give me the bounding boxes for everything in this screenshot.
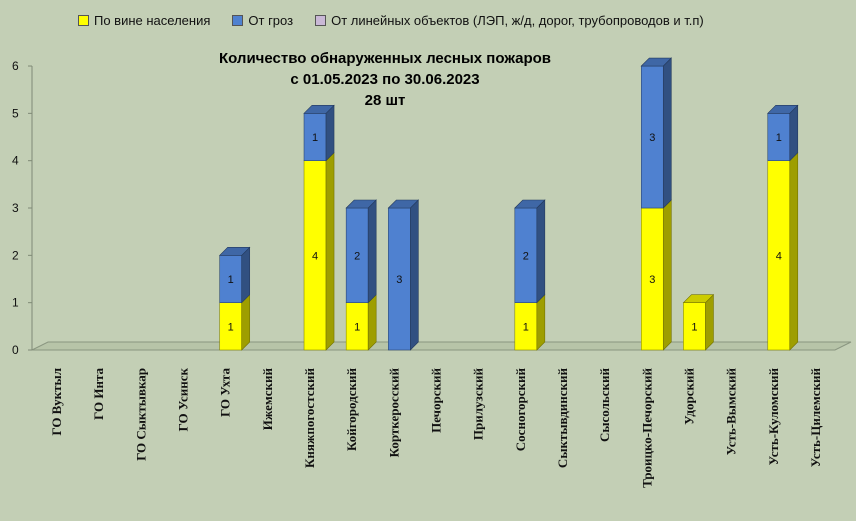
- chart-title-line-1: Количество обнаруженных лесных пожаров: [218, 50, 552, 67]
- y-tick-label: 0: [12, 343, 19, 357]
- bar-segment-top: [640, 57, 673, 67]
- bar-segment-side: [367, 199, 377, 304]
- bar-value-label: 1: [312, 132, 318, 144]
- y-tick-label: 2: [12, 248, 19, 262]
- bar-segment-side: [367, 293, 377, 351]
- category-label: Койгородский: [344, 368, 359, 452]
- bar-segment-side: [536, 293, 546, 351]
- category-label: Сысольский: [597, 367, 612, 442]
- y-tick-label: 5: [12, 106, 19, 120]
- category-label: Корткеросский: [386, 367, 401, 457]
- bar-value-label: 1: [354, 321, 360, 333]
- bar-segment-side: [410, 199, 419, 351]
- bar-value-label: 1: [228, 321, 234, 333]
- y-tick-label: 3: [12, 201, 19, 215]
- bar-segment-side: [789, 104, 799, 162]
- bar-segment-side: [325, 151, 335, 351]
- category-label: ГО Инта: [91, 368, 106, 420]
- legend-swatch-linear-objects: [315, 14, 327, 26]
- category-label: Удорский: [681, 367, 696, 424]
- bar-value-label: 4: [312, 250, 318, 262]
- bar-value-label: 1: [776, 132, 782, 144]
- legend-swatch-lightning: [232, 14, 244, 26]
- legend-swatch-population: [78, 14, 89, 26]
- legend: По вине населения От гроз От линейных об…: [78, 10, 726, 30]
- category-label: ГО Усинск: [176, 368, 191, 432]
- bar-segment-side: [662, 199, 672, 351]
- category-label: Ижемский: [260, 367, 275, 430]
- bar-segment-side: [789, 151, 799, 351]
- bar-value-label: 1: [228, 274, 234, 286]
- legend-label-lightning: От гроз: [248, 12, 294, 28]
- bar-value-label: 2: [523, 250, 529, 262]
- y-tick-label: 4: [12, 154, 19, 168]
- bar-segment-top: [682, 294, 715, 303]
- category-label: ГО Сыктывкар: [133, 368, 148, 461]
- bar-value-label: 1: [691, 321, 697, 333]
- chart-title-line-3: 28 шт: [364, 92, 406, 109]
- chart-title-line-2: с 01.05.2023 по 30.06.2023: [290, 71, 480, 88]
- category-label: Усть-Вымский: [724, 367, 739, 455]
- chart-floor: [31, 341, 852, 351]
- category-label: Сыктывдинский: [555, 367, 570, 468]
- legend-item-lightning: От гроз: [232, 13, 293, 28]
- category-label: Сосногорский: [513, 367, 528, 451]
- bar-segment-top: [767, 105, 799, 114]
- category-label: ГО Ухта: [218, 368, 233, 418]
- bar-segment-top: [218, 247, 251, 256]
- category-label: Усть-Цилемский: [808, 367, 823, 467]
- bar-segment-side: [241, 246, 251, 304]
- legend-item-population: По вине населения: [78, 13, 210, 28]
- legend-label-population: По вине населения: [94, 12, 211, 28]
- category-label: Усть-Куломский: [766, 367, 781, 465]
- bar-segment-side: [662, 57, 672, 209]
- legend-item-linear-objects: От линейных объектов (ЛЭП, ж/д, дорог, т…: [315, 13, 704, 28]
- y-tick-label: 1: [12, 296, 19, 310]
- bar-segment-top: [387, 199, 420, 209]
- bar-value-label: 3: [649, 274, 655, 286]
- bar-value-label: 4: [776, 250, 782, 262]
- bar-segment-top: [303, 105, 335, 114]
- bar-segment-top: [345, 199, 377, 209]
- bar-value-label: 1: [523, 321, 529, 333]
- bar-segment-side: [705, 293, 714, 351]
- category-label: ГО Вуктыл: [49, 368, 64, 436]
- bar-value-label: 2: [354, 250, 360, 262]
- bar-segment-side: [241, 293, 251, 351]
- bar-segment-top: [514, 199, 546, 209]
- bar-segment-side: [325, 104, 335, 162]
- category-label: Княжпогостский: [302, 368, 317, 469]
- bar-segment-side: [536, 199, 546, 304]
- category-label: Троицко-Печорский: [639, 368, 654, 488]
- bar-value-label: 3: [396, 274, 402, 286]
- bar-value-label: 3: [649, 132, 655, 144]
- chart-title: Количество обнаруженных лесных пожаров с…: [160, 48, 610, 111]
- y-tick-label: 6: [12, 59, 19, 73]
- category-label: Печорский: [429, 368, 444, 433]
- legend-label-linear-objects: От линейных объектов (ЛЭП, ж/д, дорог, т…: [331, 12, 704, 28]
- category-label: Прилузский: [471, 367, 486, 440]
